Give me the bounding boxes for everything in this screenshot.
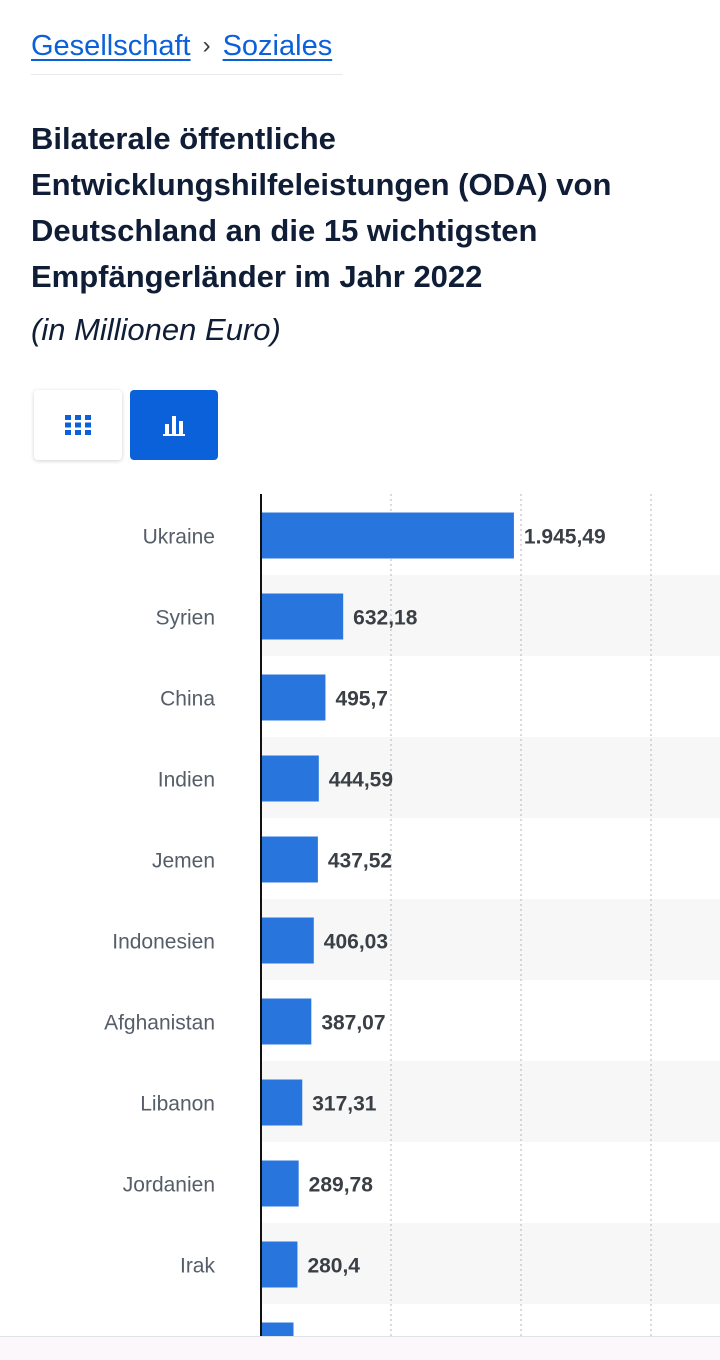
- chart-view-button[interactable]: [130, 390, 218, 460]
- bar-chart: Ukraine 1.945,49 Syrien 632,18 China 495,7 Ind…: [0, 494, 720, 1336]
- table-view-button[interactable]: [34, 390, 122, 460]
- chart-subtitle: (in Millionen Euro): [31, 312, 281, 347]
- breadcrumb: Gesellschaft › Soziales: [31, 26, 332, 66]
- value-label: 437,52: [328, 850, 392, 873]
- bar: [261, 917, 314, 964]
- bar: [261, 836, 318, 883]
- value-label: 444,59: [329, 769, 393, 792]
- grid-icon: [65, 415, 91, 435]
- category-label: Jordanien: [123, 1174, 215, 1197]
- bar: [261, 593, 344, 640]
- row-stripe: [261, 1223, 720, 1304]
- category-label: Afghanistan: [104, 1012, 215, 1035]
- value-label: 289,78: [309, 1174, 374, 1197]
- bar-chart-svg: Ukraine 1.945,49 Syrien 632,18 China 495,7 Ind…: [104, 494, 720, 1336]
- bottom-bar: [0, 1336, 720, 1360]
- category-label: Jemen: [152, 850, 215, 873]
- value-label: 632,18: [353, 607, 418, 630]
- value-label: 1.945,49: [524, 526, 606, 549]
- category-label: China: [160, 688, 215, 711]
- category-label: Libanon: [140, 1093, 215, 1116]
- bar: [261, 674, 326, 721]
- row-stripe: [261, 1061, 720, 1142]
- page-title: Bilaterale öffentliche Entwicklungshilfe…: [31, 121, 612, 294]
- row-stripe: [261, 899, 720, 980]
- category-label: Indien: [158, 769, 215, 792]
- bar-chart-icon: [163, 416, 185, 436]
- breadcrumb-link-soziales[interactable]: Soziales: [222, 29, 333, 62]
- category-label: Syrien: [155, 607, 215, 630]
- bar: [261, 1079, 303, 1126]
- value-label: 280,4: [307, 1255, 360, 1278]
- bar: [261, 1322, 294, 1336]
- bar: [261, 1241, 298, 1288]
- category-label: Irak: [180, 1255, 216, 1278]
- bar: [261, 1160, 299, 1207]
- category-label: Ukraine: [143, 526, 215, 549]
- value-label: 387,07: [321, 1012, 385, 1035]
- breadcrumb-divider: [31, 74, 343, 75]
- row-stripe: [261, 737, 720, 818]
- breadcrumb-separator: ›: [202, 32, 211, 59]
- bar: [261, 755, 319, 802]
- value-label: 495,7: [335, 688, 388, 711]
- bar: [261, 998, 312, 1045]
- value-label: 406,03: [324, 931, 388, 954]
- bar: [261, 512, 514, 559]
- value-label: 317,31: [312, 1093, 377, 1116]
- breadcrumb-link-gesellschaft[interactable]: Gesellschaft: [31, 29, 191, 62]
- category-label: Indonesien: [112, 931, 215, 954]
